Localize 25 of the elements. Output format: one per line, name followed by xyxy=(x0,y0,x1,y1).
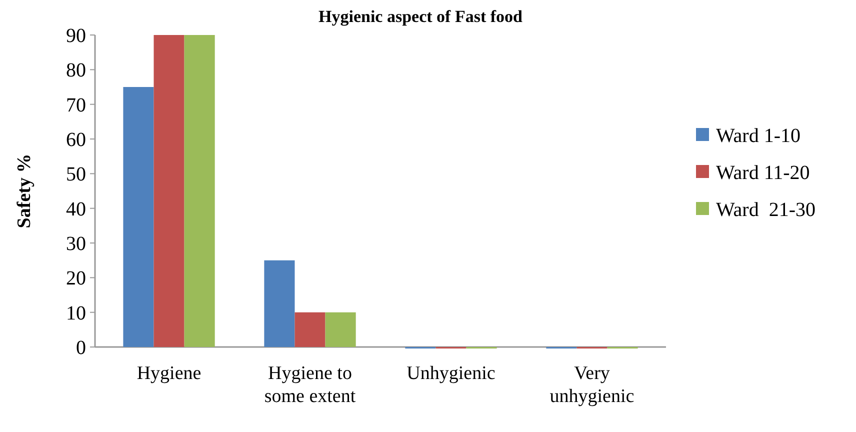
x-tick-label: Hygiene xyxy=(136,363,202,384)
x-tick-label: Unhygienic xyxy=(406,363,496,384)
bar xyxy=(154,35,184,347)
legend-label: Ward 11-20 xyxy=(716,162,810,184)
y-axis-title: Safety % xyxy=(14,154,35,228)
y-tick-label: 90 xyxy=(66,25,86,47)
y-tick-label: 0 xyxy=(76,337,86,359)
bar xyxy=(123,87,154,347)
legend-label: Ward 1-10 xyxy=(716,125,800,147)
bar xyxy=(294,312,326,347)
bar xyxy=(264,260,295,347)
bar xyxy=(184,35,215,347)
y-tick-label: 60 xyxy=(66,129,86,151)
y-tick-label: 80 xyxy=(66,60,86,82)
legend-label: Ward 21-30 xyxy=(716,199,816,221)
y-tick-label: 20 xyxy=(66,268,86,290)
y-tick-label: 70 xyxy=(66,94,86,116)
y-tick-label: 40 xyxy=(66,198,86,220)
x-tick-label: Very unhygienic xyxy=(550,363,634,407)
y-tick-label: 10 xyxy=(66,302,86,324)
y-tick-label: 50 xyxy=(66,164,86,186)
chart-title: Hygienic aspect of Fast food xyxy=(318,7,524,26)
bar xyxy=(325,312,356,347)
y-tick-label: 30 xyxy=(66,233,86,255)
x-tick-label: Hygiene to some extent xyxy=(264,363,356,407)
